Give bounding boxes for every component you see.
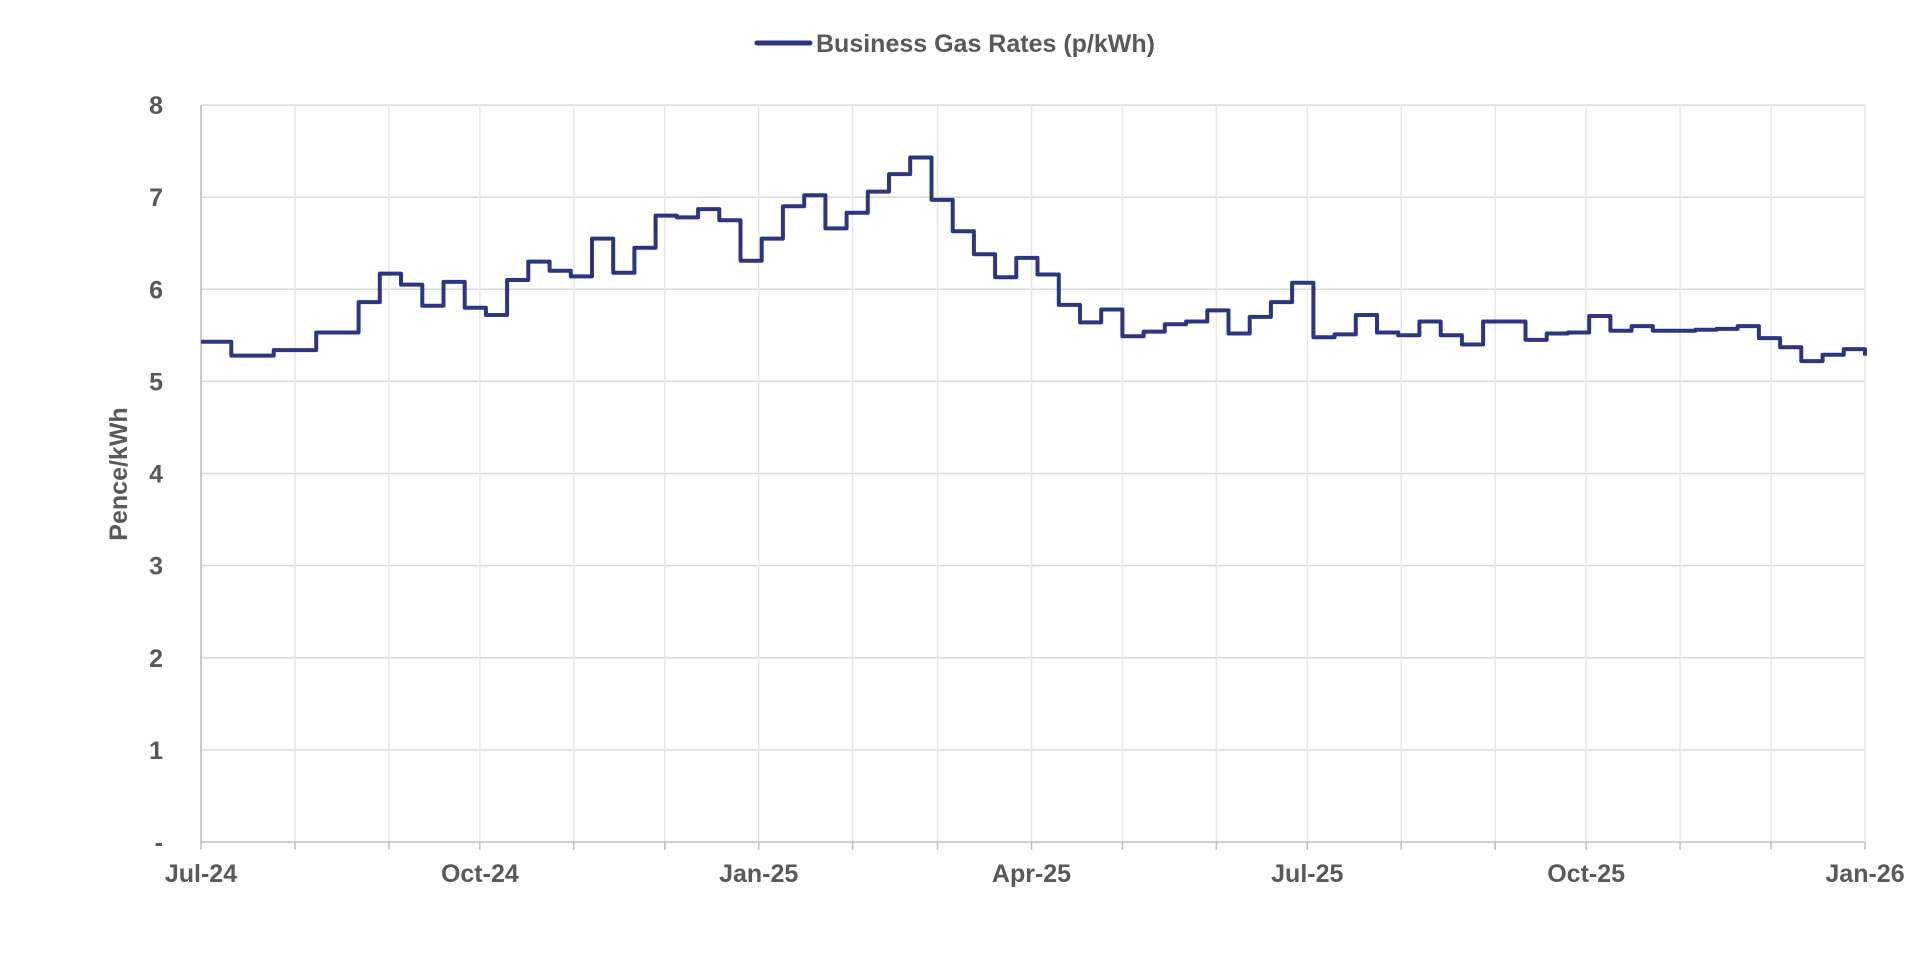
y-tick-label: 5: [149, 368, 163, 396]
x-tick-label: Jan-25: [719, 860, 798, 888]
y-tick-label: 6: [149, 276, 163, 304]
y-tick-label: -: [155, 829, 163, 857]
x-tick-label: Jul-24: [165, 860, 237, 888]
y-tick-label: 3: [149, 553, 163, 581]
y-tick-label: 8: [149, 92, 163, 120]
x-tick-label: Oct-24: [441, 860, 519, 888]
y-tick-label: 7: [149, 184, 163, 212]
legend: Business Gas Rates (p/kWh): [754, 30, 1155, 58]
axes: - 1 2 3 4 5 6 7 8 Jul-24 Oct-24 Jan-25 Apr-25 Jul-25 O…: [149, 92, 1905, 888]
legend-label: Business Gas Rates (p/kWh): [816, 30, 1155, 58]
gridlines: [200, 104, 1866, 842]
series-layer: [201, 155, 1867, 364]
y-tick-label: 2: [149, 645, 163, 673]
x-tick-label: Jan-26: [1825, 860, 1904, 888]
series-line: [201, 155, 1867, 364]
x-tick-label: Oct-25: [1547, 860, 1625, 888]
x-tick-label: Apr-25: [992, 860, 1071, 888]
y-tick-label: 4: [149, 461, 163, 489]
x-tick-label: Jul-25: [1271, 860, 1343, 888]
y-tick-label: 1: [149, 737, 163, 765]
y-axis-title: Pence/kWh: [105, 407, 133, 540]
